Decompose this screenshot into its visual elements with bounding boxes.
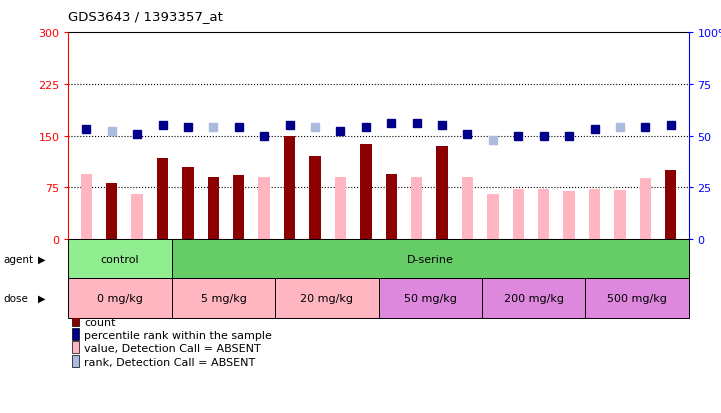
- Text: control: control: [101, 254, 139, 264]
- Bar: [106, 183, 118, 240]
- Bar: [172, 240, 689, 279]
- Text: agent: agent: [4, 254, 34, 264]
- Text: percentile rank within the sample: percentile rank within the sample: [84, 330, 272, 340]
- Bar: [563, 191, 575, 240]
- Bar: [156, 158, 168, 240]
- Text: 50 mg/kg: 50 mg/kg: [404, 293, 456, 304]
- Bar: [71, 328, 79, 340]
- Bar: [233, 176, 244, 240]
- Text: 500 mg/kg: 500 mg/kg: [607, 293, 667, 304]
- Bar: [68, 279, 172, 318]
- Bar: [461, 178, 473, 240]
- Bar: [665, 171, 676, 240]
- Bar: [614, 191, 626, 240]
- Text: dose: dose: [4, 293, 29, 304]
- Bar: [81, 174, 92, 240]
- Bar: [436, 147, 448, 240]
- Bar: [538, 190, 549, 240]
- Text: GDS3643 / 1393357_at: GDS3643 / 1393357_at: [68, 10, 224, 23]
- Bar: [71, 315, 79, 326]
- Bar: [487, 195, 499, 240]
- Bar: [360, 145, 371, 240]
- Bar: [208, 178, 219, 240]
- Bar: [309, 157, 321, 240]
- Bar: [585, 279, 689, 318]
- Bar: [335, 178, 346, 240]
- Bar: [482, 279, 585, 318]
- Bar: [71, 355, 79, 367]
- Bar: [513, 190, 524, 240]
- Text: ▶: ▶: [37, 254, 45, 264]
- Text: 0 mg/kg: 0 mg/kg: [97, 293, 143, 304]
- Bar: [172, 279, 275, 318]
- Bar: [71, 342, 79, 353]
- Bar: [131, 195, 143, 240]
- Text: 200 mg/kg: 200 mg/kg: [503, 293, 564, 304]
- Bar: [182, 167, 194, 240]
- Bar: [258, 178, 270, 240]
- Text: 20 mg/kg: 20 mg/kg: [301, 293, 353, 304]
- Text: value, Detection Call = ABSENT: value, Detection Call = ABSENT: [84, 344, 261, 354]
- Bar: [379, 279, 482, 318]
- Text: ▶: ▶: [37, 293, 45, 304]
- Bar: [275, 279, 379, 318]
- Text: rank, Detection Call = ABSENT: rank, Detection Call = ABSENT: [84, 357, 255, 367]
- Bar: [386, 174, 397, 240]
- Bar: [589, 189, 601, 240]
- Text: 5 mg/kg: 5 mg/kg: [200, 293, 247, 304]
- Bar: [68, 240, 172, 279]
- Bar: [411, 178, 423, 240]
- Text: D-serine: D-serine: [407, 254, 454, 264]
- Bar: [640, 179, 651, 240]
- Bar: [284, 136, 296, 240]
- Text: count: count: [84, 317, 115, 327]
